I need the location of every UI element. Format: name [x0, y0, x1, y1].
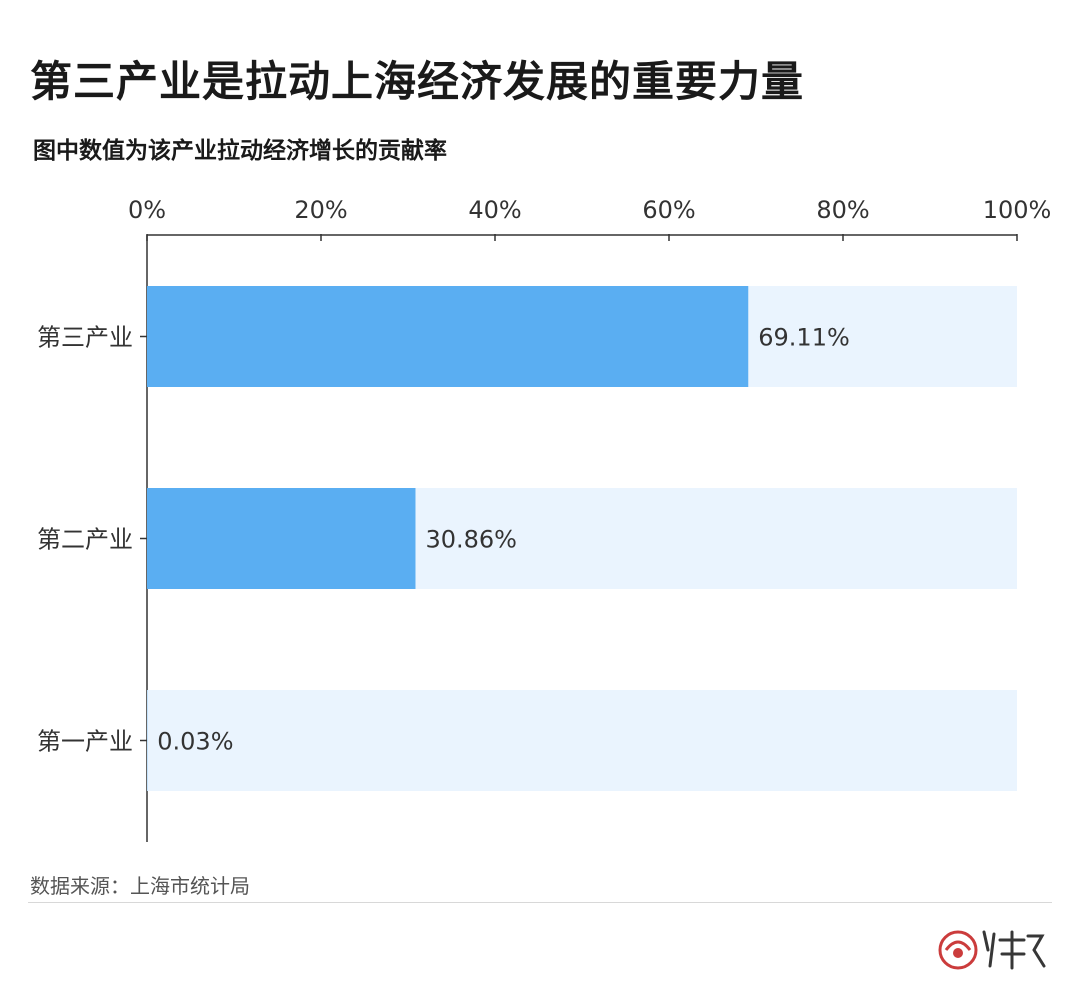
bar-track: [147, 690, 1017, 791]
source-note: 数据来源：上海市统计局: [30, 874, 250, 898]
x-axis: 0% 20% 40% 60% 80% 100%: [128, 196, 1051, 842]
category-label: 第二产业: [37, 526, 133, 554]
x-tick-label: 100%: [983, 196, 1052, 224]
x-tick-label: 80%: [816, 196, 869, 224]
data-label: 30.86%: [425, 526, 517, 554]
x-tick-label: 20%: [294, 196, 347, 224]
chart-subtitle: 图中数值为该产业拉动经济增长的贡献率: [33, 138, 447, 164]
x-tick-label: 40%: [468, 196, 521, 224]
x-tick-label: 0%: [128, 196, 166, 224]
category-label: 第一产业: [37, 728, 133, 756]
x-tick-label: 60%: [642, 196, 695, 224]
watermark-logo-icon: [938, 930, 1046, 970]
footer-divider: [28, 902, 1052, 903]
data-label: 0.03%: [157, 728, 233, 756]
data-label: 69.11%: [758, 324, 850, 352]
bar: [147, 286, 749, 387]
chart-title: 第三产业是拉动上海经济发展的重要力量: [30, 57, 805, 106]
bars: [147, 286, 749, 791]
category-label: 第三产业: [37, 324, 133, 352]
bar: [147, 488, 416, 589]
data-labels: 69.11% 30.86% 0.03%: [157, 324, 850, 756]
